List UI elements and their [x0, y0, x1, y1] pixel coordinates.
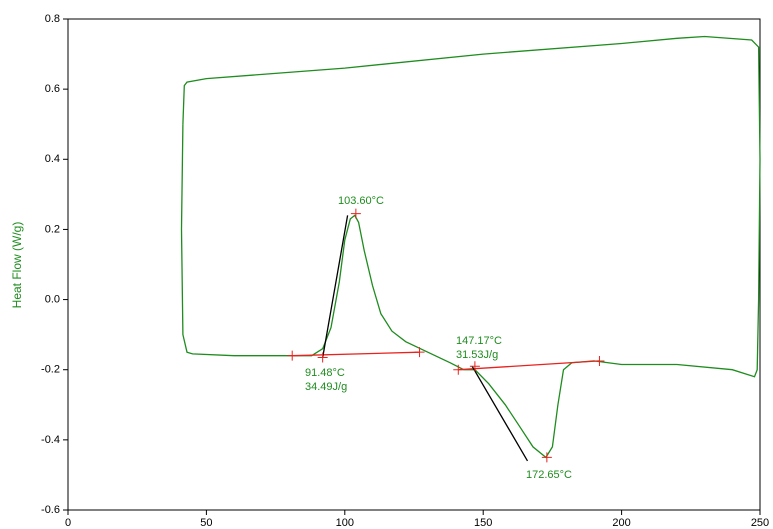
y-tick-label: 0.8	[45, 13, 60, 25]
curve	[322, 215, 349, 358]
annotation: 34.49J/g	[305, 381, 347, 393]
y-tick-label: -0.2	[41, 364, 60, 376]
annotation: 172.65°C	[526, 469, 572, 481]
y-tick-label: 0.4	[45, 153, 60, 165]
annotation: 31.53J/g	[456, 349, 498, 361]
x-tick-label: 150	[474, 517, 492, 529]
x-tick-label: 50	[200, 517, 212, 529]
x-tick-label: 100	[336, 517, 354, 529]
plot-frame	[67, 18, 761, 511]
y-tick-label: -0.4	[41, 434, 60, 446]
curve	[471, 365, 529, 462]
curve	[458, 360, 600, 371]
y-tick-label: 0.6	[45, 83, 60, 95]
cross-marker	[594, 355, 605, 366]
y-tick-label: 0.2	[45, 223, 60, 235]
annotation: 91.48°C	[305, 367, 345, 379]
y-tick-label: 0.0	[45, 293, 60, 305]
y-tick-label: -0.6	[41, 504, 60, 516]
cross-marker	[541, 452, 552, 463]
x-tick-label: 200	[612, 517, 630, 529]
x-tick-label: 0	[65, 517, 71, 529]
cross-marker	[287, 350, 298, 361]
annotation: 147.17°C	[456, 335, 502, 347]
cross-marker	[350, 208, 361, 219]
y-axis-label: Heat Flow (W/g)	[10, 222, 24, 309]
cross-marker	[469, 361, 480, 372]
cross-marker	[317, 352, 328, 363]
curve	[292, 351, 420, 357]
cross-marker	[414, 347, 425, 358]
curve	[180, 35, 761, 459]
annotation: 103.60°C	[338, 195, 384, 207]
cross-marker	[453, 364, 464, 375]
x-tick-label: 250	[751, 517, 769, 529]
